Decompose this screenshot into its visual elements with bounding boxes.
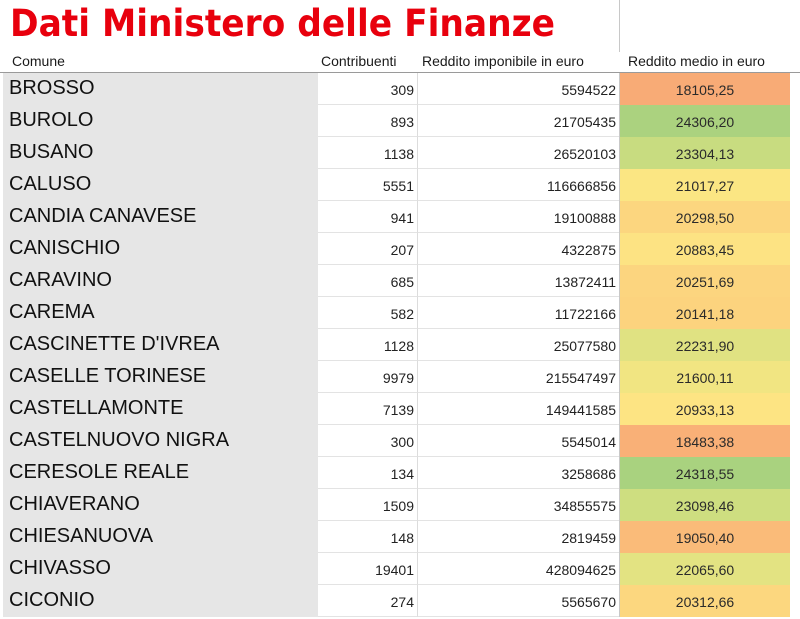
cell-comune[interactable]: CAREMA [3,297,318,329]
cell-reddito-imponibile[interactable]: 34855575 [418,489,619,521]
cell-contribuenti[interactable]: 19401 [318,553,418,585]
data-table: BROSSO 309 5594522 18105,25 BUROLO 893 2170543… [0,73,800,617]
cell-reddito-medio[interactable]: 21017,27 [619,169,790,201]
table-row: CHIAVERANO 1509 34855575 23098,46 [0,489,800,521]
cell-comune[interactable]: CHIESANUOVA [3,521,318,553]
table-row: CERESOLE REALE 134 3258686 24318,55 [0,457,800,489]
cell-reddito-medio[interactable]: 18483,38 [619,425,790,457]
cell-reddito-imponibile[interactable]: 4322875 [418,233,619,265]
cell-reddito-medio[interactable]: 24318,55 [619,457,790,489]
column-header-reddito-imponibile: Reddito imponibile in euro [422,53,584,69]
cell-reddito-imponibile[interactable]: 5545014 [418,425,619,457]
cell-reddito-imponibile[interactable]: 19100888 [418,201,619,233]
cell-reddito-imponibile[interactable]: 25077580 [418,329,619,361]
cell-contribuenti[interactable]: 685 [318,265,418,297]
table-row: BUSANO 1138 26520103 23304,13 [0,137,800,169]
table-row: CASTELLAMONTE 7139 149441585 20933,13 [0,393,800,425]
table-row: CASCINETTE D'IVREA 1128 25077580 22231,90 [0,329,800,361]
cell-comune[interactable]: CICONIO [3,585,318,617]
cell-reddito-imponibile[interactable]: 215547497 [418,361,619,393]
cell-reddito-medio[interactable]: 20883,45 [619,233,790,265]
table-row: CASELLE TORINESE 9979 215547497 21600,11 [0,361,800,393]
cell-comune[interactable]: CANISCHIO [3,233,318,265]
cell-contribuenti[interactable]: 134 [318,457,418,489]
cell-contribuenti[interactable]: 893 [318,105,418,137]
cell-reddito-medio[interactable]: 22231,90 [619,329,790,361]
cell-reddito-medio[interactable]: 20933,13 [619,393,790,425]
column-header-comune: Comune [12,53,65,69]
cell-reddito-imponibile[interactable]: 5594522 [418,73,619,105]
cell-reddito-medio[interactable]: 21600,11 [619,361,790,393]
cell-reddito-medio[interactable]: 22065,60 [619,553,790,585]
table-row: CICONIO 274 5565670 20312,66 [0,585,800,617]
cell-comune[interactable]: CASCINETTE D'IVREA [3,329,318,361]
cell-reddito-imponibile[interactable]: 149441585 [418,393,619,425]
cell-reddito-imponibile[interactable]: 11722166 [418,297,619,329]
cell-reddito-medio[interactable]: 23098,46 [619,489,790,521]
cell-comune[interactable]: CALUSO [3,169,318,201]
table-row: BUROLO 893 21705435 24306,20 [0,105,800,137]
cell-comune[interactable]: BUSANO [3,137,318,169]
cell-comune[interactable]: CASTELLAMONTE [3,393,318,425]
header-divider [0,72,800,73]
cell-reddito-medio[interactable]: 20298,50 [619,201,790,233]
cell-contribuenti[interactable]: 207 [318,233,418,265]
cell-contribuenti[interactable]: 309 [318,73,418,105]
table-row: CALUSO 5551 116666856 21017,27 [0,169,800,201]
cell-reddito-imponibile[interactable]: 21705435 [418,105,619,137]
cell-contribuenti[interactable]: 582 [318,297,418,329]
cell-contribuenti[interactable]: 148 [318,521,418,553]
table-row: CANDIA CANAVESE 941 19100888 20298,50 [0,201,800,233]
cell-contribuenti[interactable]: 1128 [318,329,418,361]
column-header-contribuenti: Contribuenti [321,53,397,69]
cell-reddito-medio[interactable]: 20251,69 [619,265,790,297]
cell-contribuenti[interactable]: 7139 [318,393,418,425]
cell-contribuenti[interactable]: 5551 [318,169,418,201]
cell-reddito-imponibile[interactable]: 13872411 [418,265,619,297]
table-row: CHIESANUOVA 148 2819459 19050,40 [0,521,800,553]
table-row: BROSSO 309 5594522 18105,25 [0,73,800,105]
table-row: CANISCHIO 207 4322875 20883,45 [0,233,800,265]
cell-reddito-medio[interactable]: 20141,18 [619,297,790,329]
table-row: CAREMA 582 11722166 20141,18 [0,297,800,329]
cell-comune[interactable]: CHIVASSO [3,553,318,585]
cell-reddito-imponibile[interactable]: 5565670 [418,585,619,617]
cell-contribuenti[interactable]: 1509 [318,489,418,521]
cell-reddito-imponibile[interactable]: 116666856 [418,169,619,201]
cell-reddito-medio[interactable]: 19050,40 [619,521,790,553]
cell-reddito-imponibile[interactable]: 428094625 [418,553,619,585]
cell-reddito-imponibile[interactable]: 3258686 [418,457,619,489]
column-header-reddito-medio: Reddito medio in euro [628,53,765,69]
cell-contribuenti[interactable]: 300 [318,425,418,457]
cell-reddito-medio[interactable]: 23304,13 [619,137,790,169]
cell-contribuenti[interactable]: 941 [318,201,418,233]
table-row: CHIVASSO 19401 428094625 22065,60 [0,553,800,585]
column-divider [619,0,620,52]
cell-comune[interactable]: CASELLE TORINESE [3,361,318,393]
cell-reddito-medio[interactable]: 24306,20 [619,105,790,137]
page-title: Dati Ministero delle Finanze [10,2,555,45]
cell-comune[interactable]: CHIAVERANO [3,489,318,521]
cell-reddito-imponibile[interactable]: 2819459 [418,521,619,553]
cell-reddito-medio[interactable]: 20312,66 [619,585,790,617]
cell-contribuenti[interactable]: 274 [318,585,418,617]
cell-contribuenti[interactable]: 9979 [318,361,418,393]
cell-reddito-imponibile[interactable]: 26520103 [418,137,619,169]
cell-comune[interactable]: BUROLO [3,105,318,137]
cell-comune[interactable]: CARAVINO [3,265,318,297]
cell-comune[interactable]: BROSSO [3,73,318,105]
cell-comune[interactable]: CANDIA CANAVESE [3,201,318,233]
table-row: CASTELNUOVO NIGRA 300 5545014 18483,38 [0,425,800,457]
cell-comune[interactable]: CERESOLE REALE [3,457,318,489]
cell-reddito-medio[interactable]: 18105,25 [619,73,790,105]
table-row: CARAVINO 685 13872411 20251,69 [0,265,800,297]
table-header: Comune Contribuenti Reddito imponibile i… [0,50,800,72]
cell-comune[interactable]: CASTELNUOVO NIGRA [3,425,318,457]
cell-contribuenti[interactable]: 1138 [318,137,418,169]
